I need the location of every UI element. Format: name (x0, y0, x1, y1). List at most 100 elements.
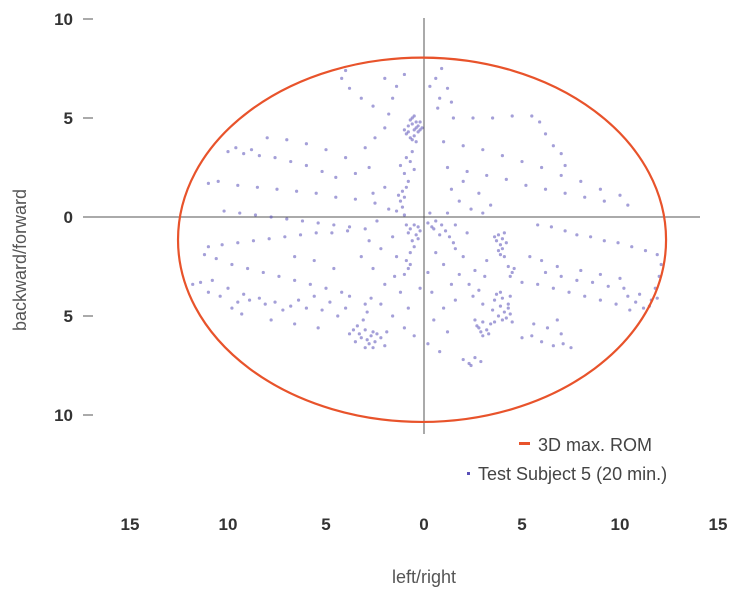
data-point (477, 326, 481, 330)
data-point (398, 163, 403, 168)
data-point (412, 134, 416, 138)
data-point (347, 332, 352, 336)
data-point (504, 177, 508, 181)
data-point (400, 189, 405, 193)
data-point (438, 96, 442, 100)
data-point (630, 245, 634, 249)
data-point (498, 253, 503, 257)
data-point (371, 330, 375, 334)
data-point (304, 163, 308, 168)
data-point (410, 122, 414, 126)
data-point (238, 211, 242, 215)
data-point (485, 173, 489, 178)
data-point (432, 318, 436, 322)
data-point (410, 239, 414, 243)
data-point (412, 167, 416, 172)
data-point (406, 179, 410, 183)
data-point (616, 241, 620, 245)
data-point (273, 300, 277, 304)
data-point (532, 322, 536, 326)
data-point (506, 306, 510, 310)
data-point (538, 120, 542, 124)
data-point (418, 229, 422, 233)
data-point (520, 159, 524, 164)
data-point (489, 203, 493, 207)
data-point (471, 116, 475, 120)
data-point (551, 286, 555, 290)
data-point (510, 270, 514, 275)
data-point (312, 258, 316, 263)
data-point (500, 247, 504, 251)
data-point (655, 253, 659, 257)
data-point (408, 159, 412, 164)
data-point (242, 152, 246, 156)
data-point (236, 300, 240, 304)
data-point (481, 211, 485, 215)
data-point (398, 199, 403, 203)
data-point (371, 266, 375, 271)
data-point (295, 189, 299, 193)
data-point (289, 304, 293, 308)
data-point (383, 344, 387, 348)
y-axis-ticks: 10 5 0 5 10 (54, 10, 93, 425)
data-point (414, 120, 418, 124)
data-point (481, 320, 485, 324)
data-point (308, 282, 312, 286)
data-point (353, 197, 357, 201)
data-point (320, 169, 324, 174)
data-point (230, 262, 234, 267)
data-point (269, 318, 273, 322)
data-point (369, 296, 373, 300)
data-point (638, 292, 642, 296)
data-point (285, 138, 289, 142)
data-point (461, 144, 465, 148)
data-point (220, 243, 224, 247)
data-point (440, 66, 444, 71)
data-point (457, 272, 461, 277)
data-point (383, 185, 387, 189)
data-point (543, 270, 548, 275)
data-point (445, 211, 450, 215)
data-point (451, 116, 455, 120)
y-tick-label: 10 (54, 406, 73, 425)
data-point (363, 227, 367, 231)
data-point (445, 330, 450, 334)
data-point (449, 100, 454, 104)
data-point (383, 76, 387, 80)
data-point (404, 258, 408, 263)
data-point (400, 205, 405, 209)
data-point (467, 361, 471, 366)
data-point (363, 146, 367, 150)
data-point (453, 298, 457, 302)
data-point (536, 282, 540, 286)
data-point (334, 175, 338, 179)
data-point (408, 227, 412, 231)
data-point (449, 187, 454, 191)
data-point (283, 235, 287, 239)
data-point (559, 152, 563, 156)
data-point (583, 195, 587, 199)
data-point (530, 114, 534, 118)
data-point (442, 306, 446, 310)
data-point (628, 308, 632, 312)
data-point (412, 334, 416, 338)
x-axis-ticks: 15 10 5 0 5 10 15 (121, 515, 728, 534)
data-point (602, 199, 606, 203)
data-point (622, 286, 626, 290)
data-point (563, 163, 567, 168)
data-point (347, 294, 352, 298)
data-point (332, 223, 336, 227)
data-point (293, 322, 297, 326)
data-point (332, 266, 336, 271)
data-point (569, 346, 573, 350)
plot-area (83, 18, 700, 434)
data-point (191, 282, 195, 286)
data-point (443, 229, 448, 233)
data-point (387, 207, 391, 211)
data-point (340, 76, 344, 80)
data-point (275, 187, 279, 191)
data-point (367, 165, 371, 170)
data-point (312, 294, 316, 298)
data-point (410, 138, 414, 142)
data-point (473, 355, 477, 360)
